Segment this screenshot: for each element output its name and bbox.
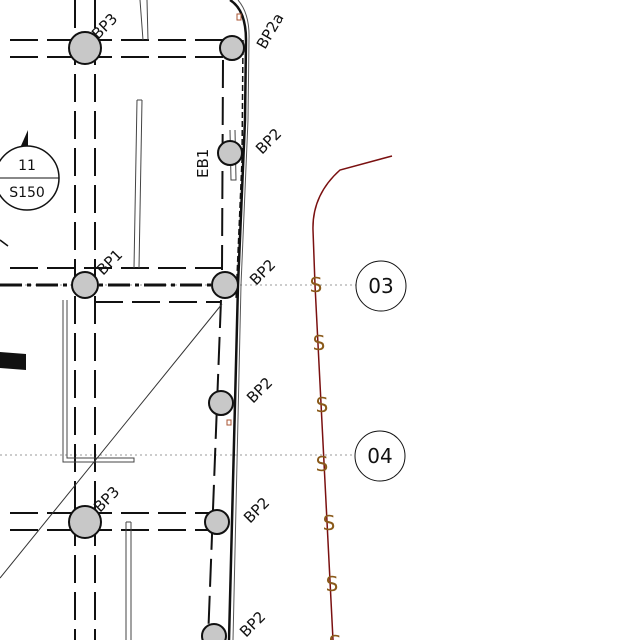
sewer-symbol: S bbox=[323, 511, 336, 535]
label-bp2-bottom: BP2 bbox=[236, 608, 269, 640]
pile-bp1 bbox=[71, 271, 99, 299]
small-mark bbox=[226, 419, 232, 426]
pile-bp2-grid03 bbox=[211, 271, 239, 299]
pile-bp3-bottom bbox=[68, 505, 102, 539]
pile-bp2-upper bbox=[217, 140, 243, 166]
small-mark bbox=[236, 13, 242, 21]
grid-label-03: 03 bbox=[368, 274, 393, 298]
label-bp2-lower: BP2 bbox=[240, 494, 273, 527]
pile-bp2-lower bbox=[204, 509, 230, 535]
label-bp2-upper: BP2 bbox=[252, 125, 285, 158]
section-number: 11 bbox=[18, 158, 36, 174]
sewer-symbol: S bbox=[326, 572, 339, 596]
sewer-symbol: S bbox=[316, 393, 329, 417]
section-arrow-bottom bbox=[0, 352, 26, 370]
pile-bp3-top bbox=[68, 31, 102, 65]
section-sheet: S150 bbox=[9, 185, 45, 201]
piles bbox=[68, 31, 245, 640]
label-bp2-mid: BP2 bbox=[243, 374, 276, 407]
pile-bp2a bbox=[219, 35, 245, 61]
label-bp2-grid03: BP2 bbox=[246, 256, 279, 289]
pile-bp2-mid bbox=[208, 390, 234, 416]
section-marker: 11 S150 bbox=[0, 130, 60, 211]
sewer-symbol: S bbox=[310, 273, 323, 297]
label-bp2a: BP2a bbox=[253, 10, 288, 52]
grid-bubble-04: 04 bbox=[354, 430, 406, 482]
building-edge-outer bbox=[227, 0, 248, 640]
sewer-line bbox=[312, 155, 393, 640]
label-eb1: EB1 bbox=[194, 149, 212, 178]
sewer-symbols: S S S S S S bbox=[310, 273, 339, 596]
building-edge-dashed bbox=[235, 39, 244, 301]
label-bp1: BP1 bbox=[93, 246, 126, 279]
sewer-symbol: S bbox=[316, 452, 329, 476]
void-diagonal bbox=[0, 303, 223, 579]
grid-bubble-03: 03 bbox=[355, 260, 407, 312]
ground-beams bbox=[10, 0, 232, 640]
pile-bp2-bottom bbox=[201, 623, 227, 640]
sewer-symbol-partial: S bbox=[329, 631, 342, 640]
section-cut-line bbox=[0, 239, 9, 247]
wall-outlines bbox=[62, 0, 237, 640]
grid-label-04: 04 bbox=[367, 444, 392, 468]
sewer-symbol: S bbox=[313, 331, 326, 355]
building-edge-inner bbox=[232, 0, 250, 640]
